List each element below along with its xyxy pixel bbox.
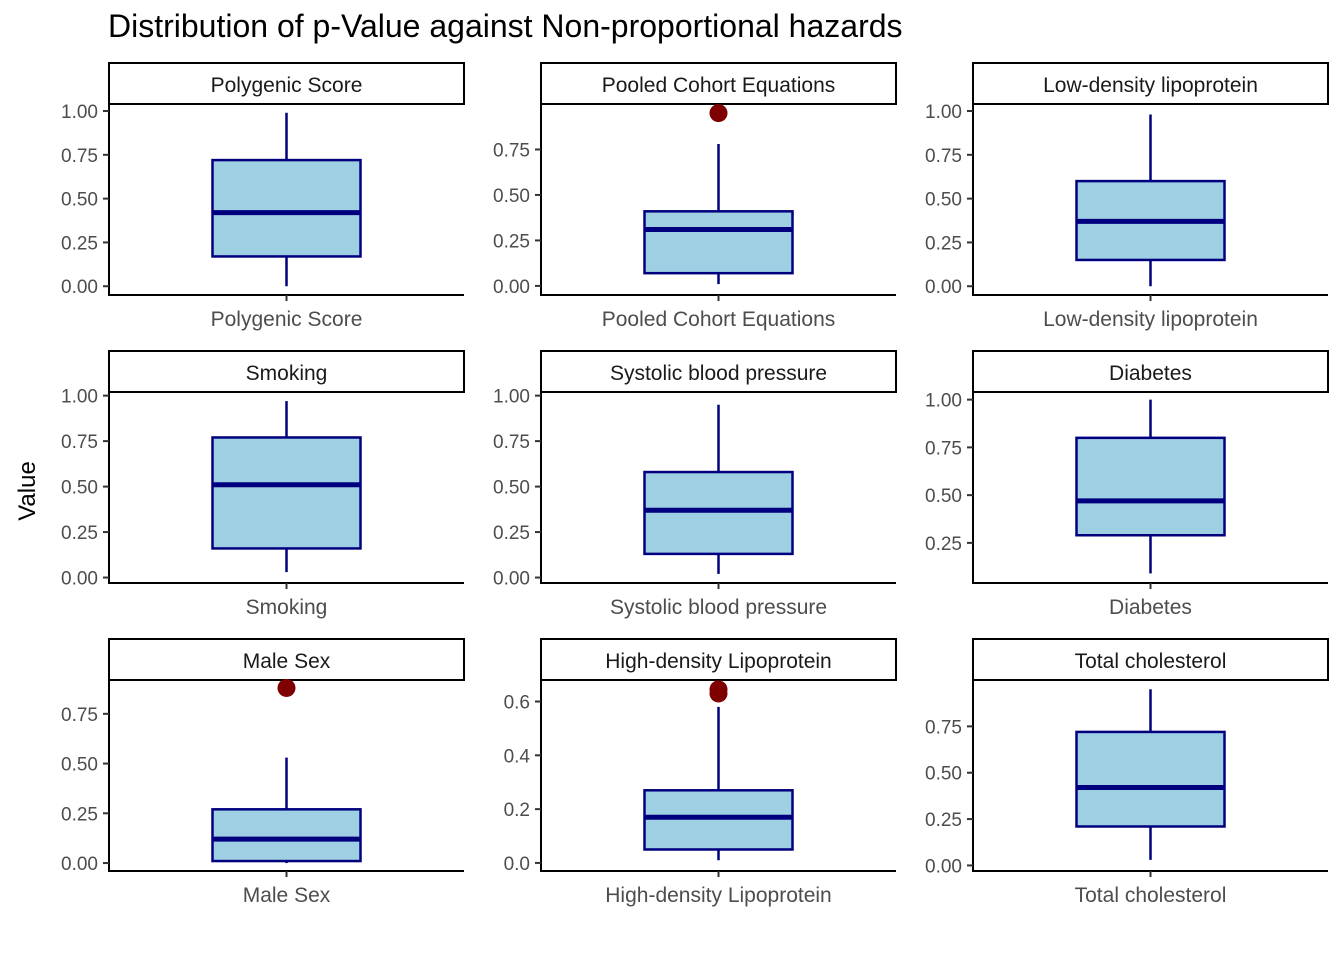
facet-strip: [540, 638, 897, 681]
y-tick-label: 0.00: [925, 856, 962, 877]
y-tick-label: 1.00: [61, 387, 98, 408]
y-tick-label: 0.75: [925, 717, 962, 738]
facet-panel: Polygenic Score 0.00 0.25 0.50 0.75 1.00 Polyg…: [61, 62, 465, 331]
y-tick-label: 0.4: [504, 746, 531, 767]
y-tick-label: 0.50: [493, 186, 530, 207]
outlier-point: [277, 678, 296, 697]
y-tick-label: 0.75: [925, 438, 962, 459]
y-tick-label: 0.75: [61, 705, 98, 726]
x-tick-label: Total cholesterol: [1075, 884, 1227, 907]
y-tick-label: 0.50: [61, 478, 98, 499]
facet-strip: [108, 62, 465, 105]
facet-strip-label: High-density Lipoprotein: [605, 650, 831, 673]
y-tick-label: 0.75: [61, 146, 98, 167]
y-tick-label: 0.25: [925, 534, 962, 555]
facet-strip-label: Pooled Cohort Equations: [602, 74, 836, 97]
y-tick-label: 0.25: [61, 233, 98, 254]
chart-title: Distribution of p-Value against Non-prop…: [108, 8, 903, 44]
y-tick-label: 0.25: [493, 523, 530, 544]
y-tick-label: 0.0: [504, 854, 530, 875]
y-tick-label: 0.75: [493, 140, 530, 161]
iqr-box: [643, 210, 794, 275]
y-tick-label: 0.25: [925, 810, 962, 831]
y-tick-label: 0.00: [493, 569, 530, 590]
y-tick-label: 0.25: [925, 233, 962, 254]
y-tick-label: 0.25: [493, 231, 530, 252]
x-tick-label: High-density Lipoprotein: [605, 884, 831, 907]
facet-strip-label: Diabetes: [1109, 362, 1192, 385]
x-tick-label: Male Sex: [243, 884, 331, 907]
facet-strip-label: Smoking: [246, 362, 328, 385]
iqr-box: [643, 789, 794, 851]
iqr-box: [643, 470, 794, 556]
facet-panel: Total cholesterol 0.00 0.25 0.50 0.75 Total c…: [925, 638, 1329, 907]
iqr-box: [211, 808, 362, 863]
y-tick-label: 0.6: [504, 693, 530, 714]
y-tick-label: 0.00: [925, 277, 962, 298]
facet-panel: Diabetes 0.25 0.50 0.75 1.00 Diabetes: [925, 350, 1329, 619]
facet-strip-label: Male Sex: [243, 650, 331, 673]
x-tick-label: Systolic blood pressure: [610, 596, 827, 619]
y-tick-label: 0.25: [61, 523, 98, 544]
y-tick-label: 0.00: [61, 277, 98, 298]
x-tick-label: Low-density lipoprotein: [1043, 308, 1258, 331]
x-tick-label: Smoking: [246, 596, 328, 619]
iqr-box: [211, 436, 362, 550]
y-tick-label: 1.00: [61, 102, 98, 123]
x-tick-label: Polygenic Score: [211, 308, 363, 331]
facet-strip: [540, 350, 897, 393]
facet-strip-label: Polygenic Score: [211, 74, 363, 97]
y-tick-label: 0.75: [61, 432, 98, 453]
iqr-box: [1075, 730, 1226, 828]
y-tick-label: 0.00: [493, 277, 530, 298]
facet-strip-label: Systolic blood pressure: [610, 362, 827, 385]
x-tick-label: Pooled Cohort Equations: [602, 308, 836, 331]
y-tick-label: 0.75: [925, 146, 962, 167]
facet-panel: Systolic blood pressure 0.00 0.25 0.50 0.75 1…: [493, 350, 897, 619]
iqr-box: [211, 158, 362, 258]
facet-panel: Smoking 0.00 0.25 0.50 0.75 1.00 Smoking: [61, 350, 465, 619]
y-tick-label: 0.25: [61, 804, 98, 825]
facet-strip-label: Total cholesterol: [1075, 650, 1227, 673]
outlier-point: [709, 680, 728, 699]
x-tick-label: Diabetes: [1109, 596, 1192, 619]
facet-panel: High-density Lipoprotein 0.0 0.2 0.4 0.6 High…: [504, 638, 897, 907]
y-tick-label: 0.2: [504, 800, 530, 821]
y-tick-label: 0.50: [925, 764, 962, 785]
facet-strip: [972, 350, 1329, 393]
iqr-box: [1075, 436, 1226, 537]
facet-strip: [972, 62, 1329, 105]
facet-panel: Low-density lipoprotein 0.00 0.25 0.50 0.75 1…: [925, 62, 1329, 331]
y-tick-label: 0.50: [493, 478, 530, 499]
y-tick-label: 0.00: [61, 569, 98, 590]
facet-strip: [972, 638, 1329, 681]
y-tick-label: 0.50: [925, 486, 962, 507]
outlier-point: [709, 104, 728, 123]
facet-strip-label: Low-density lipoprotein: [1043, 74, 1258, 97]
facet-strip: [540, 62, 897, 105]
y-tick-label: 0.00: [61, 854, 98, 875]
y-tick-label: 0.50: [61, 190, 98, 211]
y-tick-label: 0.50: [925, 190, 962, 211]
y-tick-label: 0.75: [493, 432, 530, 453]
facet-strip: [108, 350, 465, 393]
facet-panel: Male Sex 0.00 0.25 0.50 0.75 Male Sex: [61, 638, 465, 907]
y-tick-label: 1.00: [925, 102, 962, 123]
y-tick-label: 1.00: [925, 391, 962, 412]
facet-strip: [108, 638, 465, 681]
y-tick-label: 1.00: [493, 387, 530, 408]
y-tick-label: 0.50: [61, 755, 98, 776]
facet-panel: Pooled Cohort Equations 0.00 0.25 0.50 0.75 P…: [493, 62, 897, 331]
